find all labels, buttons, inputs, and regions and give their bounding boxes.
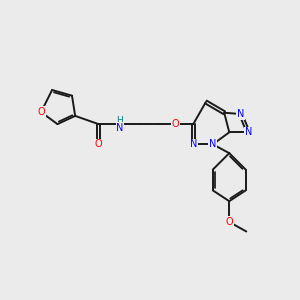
- Text: N: N: [116, 123, 124, 133]
- Text: N: N: [190, 139, 197, 149]
- Text: O: O: [37, 107, 45, 117]
- Text: O: O: [226, 217, 233, 227]
- Text: O: O: [95, 139, 102, 149]
- Text: N: N: [244, 127, 252, 137]
- Text: N: N: [237, 109, 244, 119]
- Text: N: N: [209, 139, 217, 149]
- Text: H: H: [117, 116, 123, 125]
- Text: O: O: [172, 119, 179, 129]
